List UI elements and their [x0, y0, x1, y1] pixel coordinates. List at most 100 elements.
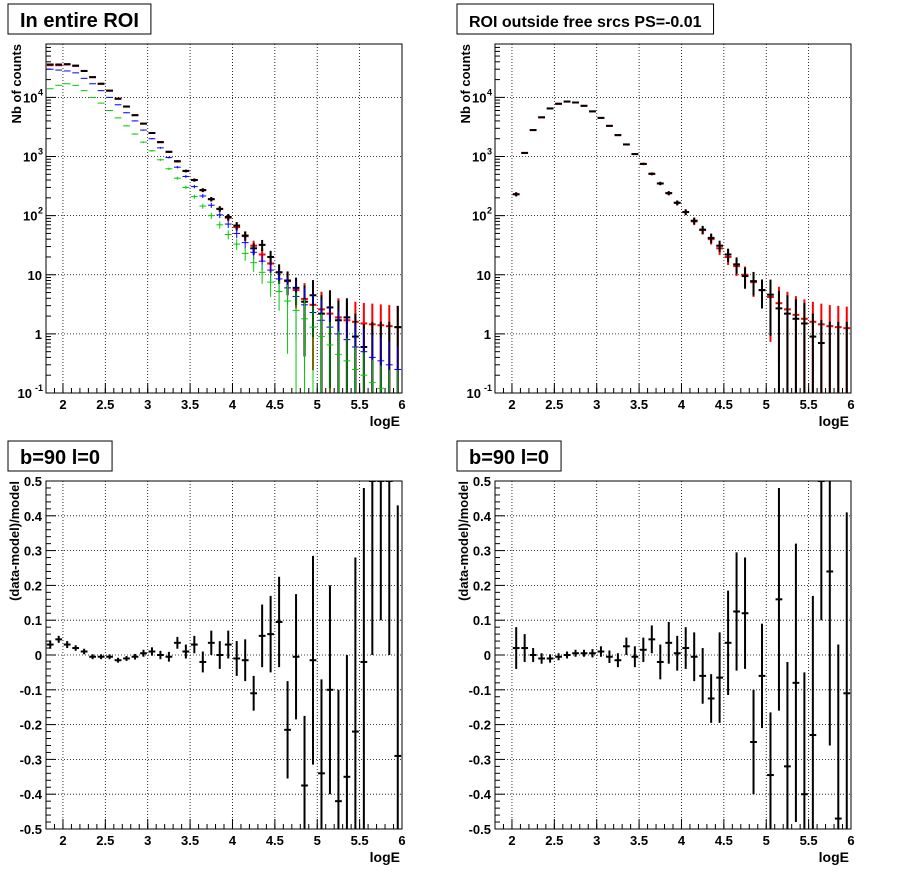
data-point [208, 213, 215, 219]
data-point [157, 147, 164, 149]
data-point [310, 306, 317, 393]
data-point [301, 299, 308, 393]
y-tick-label: 10 [28, 268, 42, 283]
x-tick-label: 4.5 [266, 833, 284, 848]
data-point [615, 134, 622, 135]
y-tick-label: 0.4 [24, 509, 43, 524]
y-tick-label: 0.5 [473, 474, 491, 489]
svg-text:10: 10 [23, 209, 37, 224]
data-point [691, 218, 698, 225]
data-point [386, 481, 393, 655]
x-tick-label: 3 [593, 397, 600, 412]
data-point [648, 625, 655, 653]
data-point [581, 650, 588, 657]
data-point [818, 481, 825, 620]
data-point [581, 105, 588, 106]
data-point [640, 638, 647, 662]
x-tick-label: 3 [144, 397, 151, 412]
y-tick-label: -0.1 [469, 683, 491, 698]
data-point [199, 204, 206, 209]
data-point [242, 639, 249, 681]
svg-text:3: 3 [487, 147, 492, 157]
data-point [657, 182, 664, 185]
data-point [623, 638, 630, 655]
data-point [225, 631, 232, 659]
data-point [691, 632, 698, 681]
data-point [208, 203, 215, 208]
data-point [166, 168, 173, 170]
svg-text:10: 10 [477, 268, 491, 283]
data-point [233, 229, 240, 238]
data-point [784, 662, 791, 829]
y-axis-label: Nb of counts [9, 44, 24, 123]
data-point [174, 637, 181, 649]
data-point [623, 144, 630, 146]
svg-text:10: 10 [472, 90, 486, 105]
data-point [157, 141, 164, 142]
x-tick-label: 6 [847, 833, 854, 848]
y-tick-label: -0.1 [20, 683, 42, 698]
y-tick-label: 0.1 [24, 613, 42, 628]
data-point [318, 314, 325, 393]
data-point [115, 104, 122, 105]
data-point [182, 175, 189, 178]
series-1 [513, 101, 847, 393]
svg-text:2: 2 [487, 206, 492, 216]
data-point [216, 206, 223, 211]
data-point [394, 370, 401, 393]
data-point [530, 648, 537, 662]
data-point [259, 605, 266, 668]
y-tick-label: 0.3 [24, 544, 42, 559]
data-point [809, 314, 816, 393]
series-0 [513, 101, 850, 393]
y-tick-label: -0.4 [469, 787, 492, 802]
plot-frame [46, 44, 402, 393]
data-point [191, 179, 198, 182]
data-point [208, 197, 215, 201]
data-point [140, 123, 147, 124]
data-point [276, 281, 283, 311]
data-point [47, 640, 54, 648]
data-point [530, 130, 537, 131]
svg-text:10: 10 [23, 150, 37, 165]
data-point [123, 106, 130, 107]
y-tick-label: 0.3 [473, 544, 491, 559]
data-point [216, 221, 223, 228]
data-point [513, 627, 520, 669]
data-point [665, 622, 672, 664]
data-point [310, 556, 317, 765]
x-tick-label: 5 [763, 397, 770, 412]
x-axis-label: logE [370, 849, 400, 865]
data-point [360, 488, 367, 829]
data-point [47, 88, 54, 89]
svg-text:10: 10 [472, 209, 486, 224]
data-point [327, 322, 334, 393]
data-point [555, 653, 562, 660]
x-tick-label: 5.5 [351, 833, 369, 848]
data-point [199, 194, 206, 198]
svg-text:b=90 l=0: b=90 l=0 [469, 447, 549, 469]
x-tick-label: 2.5 [545, 397, 563, 412]
x-tick-label: 2 [59, 833, 66, 848]
data-point [149, 132, 156, 133]
data-point [89, 97, 96, 98]
data-point [776, 291, 783, 393]
data-point [377, 481, 384, 620]
data-point [191, 636, 198, 653]
data-point [293, 293, 300, 393]
x-tick-label: 6 [847, 397, 854, 412]
data-point [716, 632, 723, 722]
data-point [767, 280, 774, 336]
data-point [284, 681, 291, 778]
data-point [589, 111, 596, 112]
x-tick-label: 3.5 [630, 397, 648, 412]
svg-text:3: 3 [38, 147, 43, 157]
data-point [301, 716, 308, 829]
data-point [259, 240, 266, 251]
